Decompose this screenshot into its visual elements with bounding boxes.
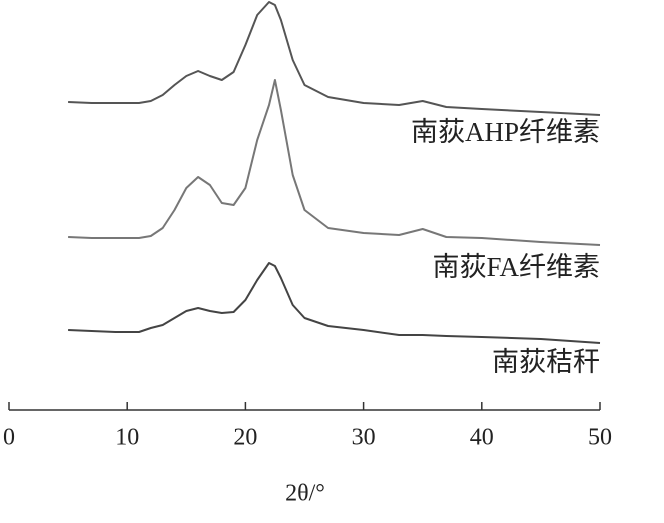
- x-tick-label: 40: [470, 425, 494, 451]
- x-tick-label: 0: [3, 425, 15, 451]
- x-tick-label: 10: [115, 425, 139, 451]
- x-axis-label: 2θ/°: [285, 481, 325, 507]
- series-line: [68, 1, 601, 116]
- series-label: 南荻秸秆: [492, 347, 600, 377]
- series-label: 南荻FA纤维素: [432, 252, 600, 282]
- series-line: [68, 79, 601, 246]
- x-tick-label: 30: [352, 425, 376, 451]
- series-label: 南荻AHP纤维素: [411, 117, 600, 147]
- series-line: [68, 262, 601, 344]
- x-tick-label: 50: [588, 425, 612, 451]
- x-tick-label: 20: [233, 425, 257, 451]
